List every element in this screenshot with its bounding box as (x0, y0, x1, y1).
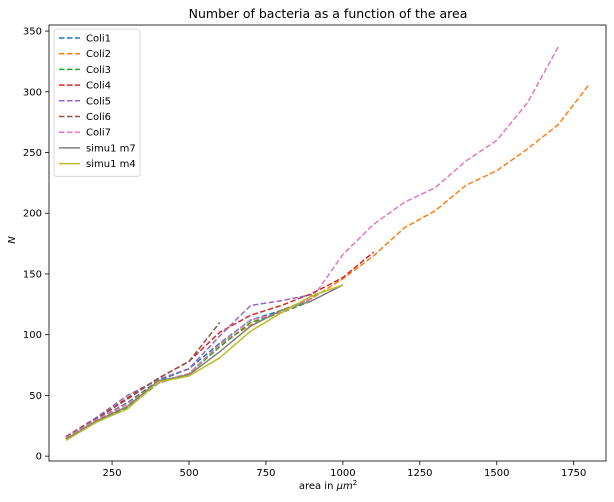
plot-area-frame (48, 24, 607, 462)
series-line-coli5 (65, 293, 313, 438)
legend: Coli1 Coli2 Coli3 Coli4 Coli5 Coli6 Coli7 simu1… (53, 28, 141, 177)
legend-label: Coli6 (86, 112, 111, 123)
x-axis-label-text: area in (299, 481, 337, 492)
x-tick-label: 750 (256, 468, 275, 479)
series-line-coli6 (65, 322, 221, 438)
legend-label: simu1 m7 (86, 143, 136, 154)
y-tick-label: 0 (36, 452, 42, 463)
series-line-simu1-m7 (65, 284, 344, 440)
x-tick-label: 1000 (330, 468, 355, 479)
x-tick-label: 500 (179, 468, 198, 479)
y-tick-label: 150 (23, 269, 42, 280)
y-axis-ticks: 0 50 100 150 200 250 300 350 (23, 27, 49, 463)
y-axis-label: N (7, 236, 18, 244)
x-axis-label-exponent: 2 (353, 479, 357, 487)
x-axis-ticks: 250 500 750 1000 1250 1500 1750 (103, 461, 586, 479)
x-tick-label: 250 (103, 468, 122, 479)
series-layer (65, 46, 590, 442)
x-tick-label: 1500 (484, 468, 509, 479)
x-tick-label: 1750 (561, 468, 586, 479)
legend-label: Coli2 (86, 49, 111, 60)
legend-label: Coli5 (86, 96, 111, 107)
legend-label: Coli4 (86, 81, 111, 92)
x-axis-label: area in μm2 (299, 479, 357, 492)
series-line-coli7 (65, 46, 559, 439)
y-tick-label: 350 (23, 27, 42, 38)
x-axis-label-unit: μm (336, 481, 353, 492)
series-line-coli1 (65, 297, 313, 439)
y-tick-label: 300 (23, 87, 42, 98)
series-line-coli4 (65, 251, 375, 438)
legend-label: simu1 m4 (86, 159, 136, 170)
y-tick-label: 100 (23, 330, 42, 341)
series-line-simu1-m4 (65, 284, 344, 442)
chart-title: Number of bacteria as a function of the … (189, 6, 468, 21)
y-tick-label: 200 (23, 209, 42, 220)
legend-label: Coli3 (86, 65, 111, 76)
legend-box (53, 28, 141, 177)
x-tick-label: 1250 (407, 468, 432, 479)
y-tick-label: 250 (23, 148, 42, 159)
y-tick-label: 50 (29, 391, 42, 402)
series-line-coli2 (65, 84, 590, 439)
legend-label: Coli1 (86, 34, 111, 45)
legend-label: Coli7 (86, 128, 111, 139)
